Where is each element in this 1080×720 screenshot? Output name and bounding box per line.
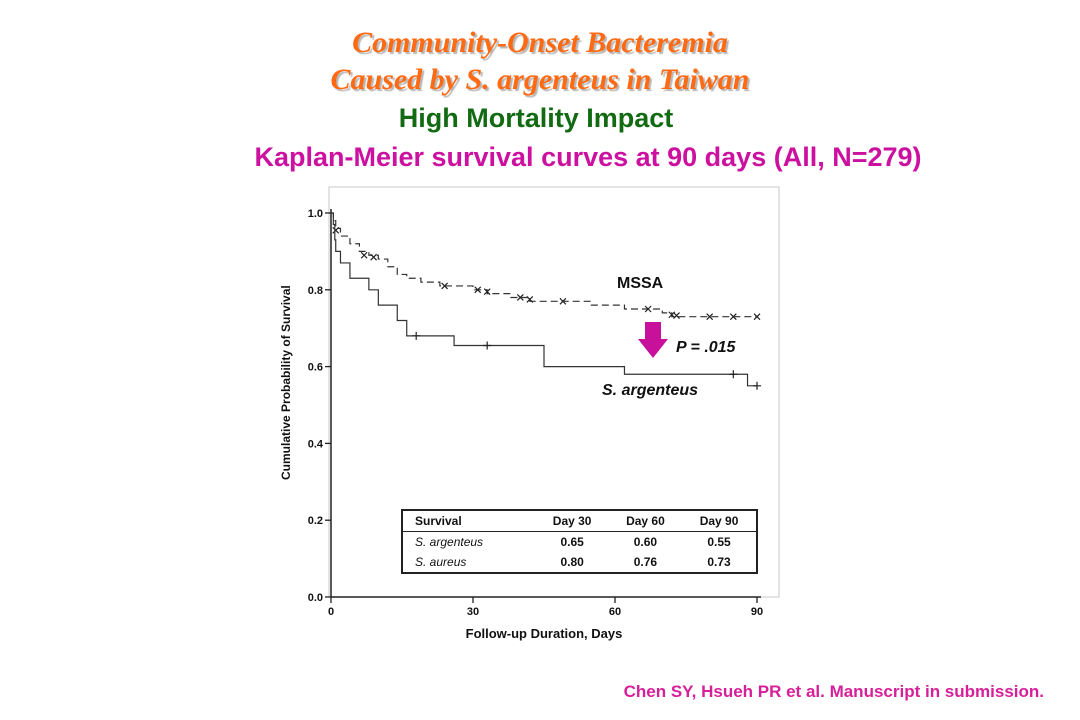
x-tick-label: 60: [609, 606, 621, 618]
table-row: S. argenteus 0.65 0.60 0.55: [402, 532, 757, 553]
series-label-argenteus: S. argenteus: [602, 382, 699, 399]
citation: Chen SY, Hsueh PR et al. Manuscript in s…: [623, 682, 1044, 701]
y-tick-label: 1.0: [308, 208, 323, 220]
x-tick-label: 30: [467, 606, 479, 618]
censor-mark-mssa: [360, 251, 368, 259]
censor-mark-mssa: [559, 297, 567, 305]
censor-mark-mssa: [483, 288, 491, 296]
y-tick-label: 0.2: [308, 515, 323, 527]
censor-mark-mssa: [729, 313, 737, 321]
x-tick-label: 0: [328, 606, 334, 618]
series-line-mssa: [331, 212, 757, 318]
censor-mark-argenteus: [753, 381, 761, 390]
table-cell: 0.55: [707, 535, 731, 549]
table-cell: 0.76: [633, 555, 658, 569]
survival-table: Survival Day 30 Day 60 Day 90 S. argente…: [401, 509, 758, 574]
censor-mark-mssa: [516, 294, 524, 301]
censor-mark-mssa: [441, 282, 449, 290]
series-line-argenteus: [331, 212, 757, 387]
censor-mark-mssa: [370, 253, 378, 261]
table-header-row: Survival Day 30 Day 60 Day 90: [402, 510, 757, 532]
slide-title-line1: Community-Onset Bacteremia: [352, 26, 728, 59]
table-cell: 0.65: [560, 535, 584, 549]
y-tick-label: 0.8: [308, 285, 323, 297]
censor-mark-mssa: [474, 286, 482, 294]
x-axis-label: Follow-up Duration, Days: [465, 626, 623, 641]
x-tick-label: 90: [751, 606, 763, 618]
y-tick-label: 0.6: [308, 362, 323, 374]
table-cell: 0.60: [633, 535, 658, 549]
slide-subtitle: High Mortality Impact: [398, 103, 674, 133]
censor-mark-mssa: [706, 313, 714, 321]
y-tick-label: 0.0: [308, 592, 323, 604]
table-header: Survival: [402, 510, 536, 532]
censor-mark-mssa: [644, 305, 652, 313]
down-arrow-icon: [638, 322, 668, 358]
table-row: S. aureus 0.80 0.76 0.73: [402, 552, 757, 573]
censor-mark-mssa: [753, 313, 761, 321]
table-cell: S. argenteus: [415, 535, 484, 549]
table-cell: S. aureus: [415, 555, 467, 569]
censor-mark-argenteus: [483, 341, 492, 350]
table-cell: 0.73: [707, 555, 731, 569]
censor-mark-mssa: [332, 226, 340, 234]
censor-mark-mssa: [526, 295, 534, 303]
censor-mark-argenteus: [729, 370, 738, 379]
p-value-annotation: P = .015: [676, 339, 736, 356]
table-header: Day 60: [608, 510, 683, 532]
table-cell: 0.80: [560, 555, 584, 569]
censor-mark-argenteus: [412, 331, 421, 340]
table-header: Day 90: [682, 510, 757, 532]
y-tick-label: 0.4: [308, 438, 324, 450]
censor-mark-mssa: [673, 312, 680, 319]
series-label-mssa: MSSA: [617, 275, 664, 292]
slide-heading: Kaplan-Meier survival curves at 90 days …: [254, 142, 922, 172]
slide-title-line2: Caused by S. argenteus in Taiwan: [330, 63, 750, 96]
table-header: Day 30: [535, 510, 609, 532]
y-axis-label: Cumulative Probability of Survival: [279, 285, 293, 480]
